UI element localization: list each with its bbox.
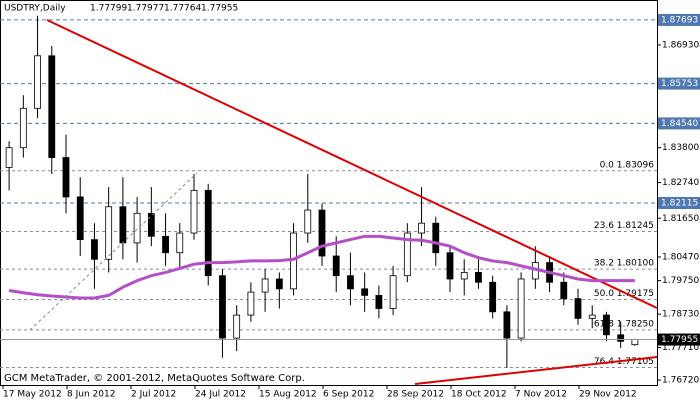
candle-body [503,311,511,339]
quote-close: 1.77955 [201,4,238,14]
quote-open: 1.77799 [90,4,127,14]
copyright: GCM MetaTrader, © 2001-2012, MetaQuotes … [4,373,305,384]
y-tick-label: 1.81650 [662,214,699,224]
fib-label: 61.8 1.78250 [594,319,654,329]
candle-body [204,189,212,277]
moving-average [8,234,635,300]
fib-label: 0.0 1.83096 [600,160,655,170]
y-tick-label: 1.79750 [662,276,699,286]
fib-label: 50.0 1.79175 [594,289,654,299]
candles [5,15,639,368]
candle-body [233,314,241,339]
x-tick-label: 29 Nov 2012 [579,390,637,400]
candle-body [219,275,226,339]
candle-body [19,107,27,149]
candle-body [403,232,411,277]
candle-body [91,239,98,260]
fib-label: 76.4 1.77105 [594,357,654,367]
quote-high: 1.77977 [127,4,164,14]
x-tick-label: 28 Sep 2012 [387,390,444,400]
candle-body [361,288,369,296]
x-tick-label: 7 Nov 2012 [515,390,567,400]
candle-body [389,275,397,309]
x-tick-label: 24 Jul 2012 [195,390,246,400]
candle-body [446,252,454,280]
x-tick-label: 18 Oct 2012 [451,390,507,400]
candle-body [347,275,354,290]
candle-body [119,206,127,244]
candle-body [318,209,326,257]
candle-body [603,314,610,336]
fib-anchor-line [29,172,198,331]
x-tick-label: 17 May 2012 [3,390,62,400]
level-box [658,13,700,26]
candle-body [62,157,70,198]
candle-body [76,196,84,240]
candle-body [332,255,340,277]
level-label: 1.82115 [661,199,698,209]
candle-body [304,209,312,234]
last-price-box [658,333,700,346]
last-price-label: 1.77955 [661,335,698,345]
candle-body [631,339,639,346]
x-tick-label: 8 Jun 2012 [67,390,115,400]
quote-low: 1.77764 [164,4,201,14]
candle-body [247,291,255,316]
candle-body [147,212,155,237]
candle-body [34,55,41,109]
level-label: 1.84540 [661,119,698,129]
candle-body [432,222,440,254]
y-tick-label: 1.82740 [662,178,699,188]
trendline-down [46,19,658,309]
x-tick-label: 2 Jul 2012 [131,390,176,400]
candle-body [475,272,482,283]
candle-body [261,278,269,293]
candle-body [588,314,596,319]
level-label: 1.85753 [661,79,698,89]
fib-label: 38.2 1.80100 [594,259,654,269]
x-tick-label: 15 Aug 2012 [259,390,317,400]
candle-body [5,147,13,168]
candle-body [617,334,625,342]
candle-body [105,206,113,260]
candle-body [133,212,141,244]
candle-body [489,281,497,313]
symbol-title: USDTRY,Daily [4,4,66,14]
fib-label: 23.6 1.81245 [594,221,654,231]
candle-body [418,222,425,234]
candle-body [190,189,198,234]
plot-frame [0,0,658,386]
y-tick-label: 1.77710 [662,343,699,353]
y-tick-label: 1.80470 [662,252,699,262]
y-tick-label: 1.86930 [662,40,699,50]
candle-body [460,272,468,280]
candle-body [375,294,383,309]
level-box [658,117,700,130]
candle-body [560,281,568,300]
candle-body [574,298,582,319]
level-label: 1.87693 [661,15,698,25]
candle-body [517,278,525,339]
candle-body [162,235,169,254]
y-tick-label: 1.76720 [662,376,699,386]
candle-body [275,278,283,290]
y-tick-label: 1.83800 [662,143,699,153]
level-box [658,197,700,210]
candle-body [176,232,184,254]
x-tick-label: 6 Sep 2012 [323,390,374,400]
y-tick-label: 1.78730 [662,310,699,320]
level-box [658,77,700,90]
candle-body [48,55,56,158]
trendline-up [414,356,658,385]
